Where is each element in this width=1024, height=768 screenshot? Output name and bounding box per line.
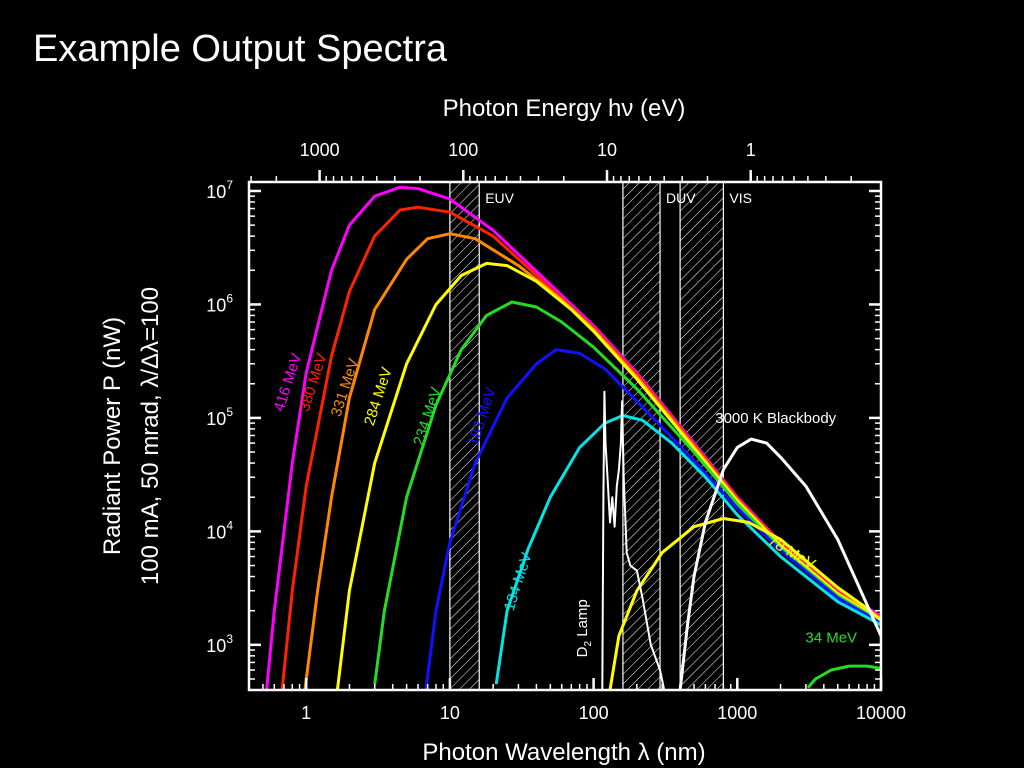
y-axis-title-line2: 100 mA, 50 mrad, λ/Δλ=100 <box>137 287 164 585</box>
x-tick-label: 1 <box>301 703 311 723</box>
x-tick-label: 10 <box>440 703 460 723</box>
series-group <box>265 185 881 690</box>
band-label-euv: EUV <box>485 190 514 206</box>
x-axis-title: Photon Wavelength λ (nm) <box>422 739 705 766</box>
annotation-331-mev: 331 MeV <box>328 356 363 418</box>
x2-tick-label: 10 <box>597 140 617 160</box>
series-34-mev <box>806 664 881 689</box>
series-331-mev <box>303 232 881 690</box>
series-234-mev <box>373 300 881 685</box>
x2-tick-label: 1 <box>746 140 756 160</box>
annotation-234-mev: 234 MeV <box>410 385 445 447</box>
y-tick-label: 104 <box>206 518 233 542</box>
band-euv <box>449 181 480 691</box>
annotation-d2-lamp: D2 Lamp <box>574 599 594 657</box>
y-tick-label: 106 <box>206 291 233 315</box>
x2-axis-title: Photon Energy hν (eV) <box>443 95 686 122</box>
y-tick-label: 105 <box>206 405 233 429</box>
y-tick-label: 107 <box>206 178 233 202</box>
annotation-3000-k-blackbody: 3000 K Blackbody <box>715 410 836 427</box>
series-183-mev <box>424 348 881 690</box>
x2-tick-label: 100 <box>448 140 478 160</box>
series-78-mev <box>608 517 881 690</box>
slide-title: Example Output Spectra <box>33 28 447 70</box>
annotation-134-mev: 134 MeV <box>501 551 536 613</box>
x-tick-label: 1000 <box>717 703 757 723</box>
series-3000-k-blackbody <box>678 437 881 690</box>
series-d2-lamp <box>601 390 666 690</box>
series-134-mev <box>494 414 881 685</box>
x-tick-label: 100 <box>579 703 609 723</box>
annotation-34-mev: 34 MeV <box>805 629 857 646</box>
band-label-vis: VIS <box>729 190 752 206</box>
x-tick-label: 10000 <box>856 703 906 723</box>
series-284-mev <box>335 261 881 690</box>
y-axis-title-line1: Radiant Power P (nW) <box>99 317 126 555</box>
y-tick-label: 103 <box>206 632 233 656</box>
x2-tick-label: 1000 <box>300 140 340 160</box>
